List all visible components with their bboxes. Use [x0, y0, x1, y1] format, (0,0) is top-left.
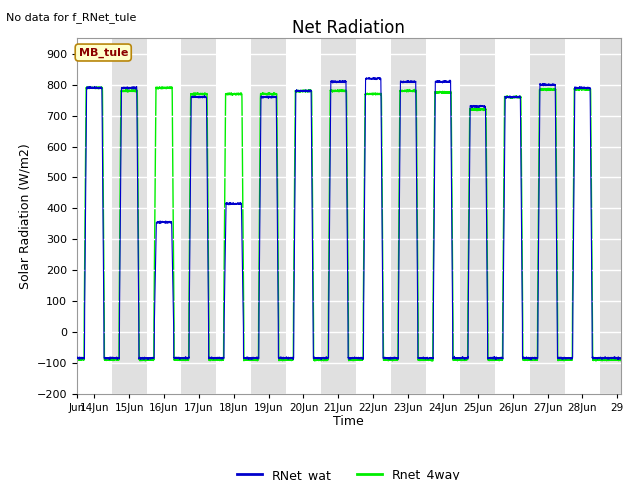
Bar — [251, 38, 286, 394]
Bar — [147, 38, 181, 394]
Bar — [77, 38, 111, 394]
Bar — [147, 38, 181, 394]
Text: No data for f_RNet_tule: No data for f_RNet_tule — [6, 12, 137, 23]
Legend: RNet_wat, Rnet_4way: RNet_wat, Rnet_4way — [232, 464, 466, 480]
X-axis label: Time: Time — [333, 415, 364, 429]
Bar — [286, 38, 321, 394]
Title: Net Radiation: Net Radiation — [292, 19, 405, 37]
Bar — [426, 38, 460, 394]
Text: MB_tule: MB_tule — [79, 48, 128, 58]
Bar — [565, 38, 600, 394]
Bar — [565, 38, 600, 394]
Bar — [495, 38, 530, 394]
Bar — [356, 38, 390, 394]
Bar — [111, 38, 147, 394]
Bar — [530, 38, 565, 394]
Bar — [216, 38, 251, 394]
Bar — [426, 38, 460, 394]
Bar — [460, 38, 495, 394]
Bar — [216, 38, 251, 394]
Bar — [356, 38, 390, 394]
Bar — [321, 38, 356, 394]
Bar — [286, 38, 321, 394]
Y-axis label: Solar Radiation (W/m2): Solar Radiation (W/m2) — [18, 143, 31, 289]
Bar — [77, 38, 111, 394]
Bar — [181, 38, 216, 394]
Bar — [495, 38, 530, 394]
Bar — [390, 38, 426, 394]
